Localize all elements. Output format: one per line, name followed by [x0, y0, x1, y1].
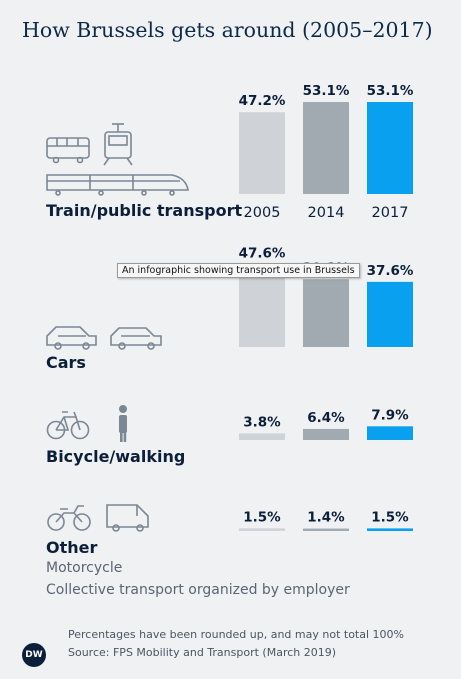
bar-2-2014: [303, 428, 349, 440]
tram-icon: [103, 123, 133, 166]
other-sub-collective: Collective transport organized by employ…: [46, 582, 350, 598]
bar-1-2014: [303, 279, 349, 347]
bar-3-2017: [367, 528, 413, 531]
value-label-2-2014: 6.4%: [307, 410, 345, 426]
value-label-3-2017: 1.5%: [371, 509, 409, 525]
year-label-2005: 2005: [244, 205, 281, 221]
value-label-2-2005: 3.8%: [243, 414, 281, 430]
footnote: Percentages have been rounded up, and ma…: [68, 628, 404, 641]
group-label-train: Train/public transport: [46, 201, 243, 220]
bar-3-2005: [239, 528, 285, 531]
value-label-3-2014: 1.4%: [307, 510, 345, 526]
group-label-other: Other: [46, 538, 98, 557]
chart-title: How Brussels gets around (2005–2017): [22, 18, 433, 42]
value-label-1-2017: 37.6%: [367, 263, 414, 279]
bar-0-2014: [303, 102, 349, 194]
value-label-1-2005: 47.6%: [239, 246, 286, 262]
bicycle-icon: [46, 411, 90, 440]
bar-1-2017: [367, 281, 413, 347]
car-icon: [46, 326, 97, 350]
train-icon: [46, 174, 189, 196]
bar-2-2005: [239, 433, 285, 440]
group-label-cars: Cars: [46, 353, 86, 372]
source: Source: FPS Mobility and Transport (Marc…: [68, 646, 337, 659]
bar-0-2005: [239, 112, 285, 194]
bar-2-2017: [367, 426, 413, 440]
motorcycle-icon: [47, 505, 91, 531]
van-icon: [106, 504, 149, 532]
value-label-0-2005: 47.2%: [239, 93, 286, 109]
car-icon: [110, 327, 162, 350]
year-label-2017: 2017: [372, 205, 409, 221]
bar-0-2017: [367, 102, 413, 194]
bar-1-2005: [239, 264, 285, 347]
value-label-3-2005: 1.5%: [243, 509, 281, 525]
group-label-bicycle: Bicycle/walking: [46, 447, 186, 466]
other-sub-motorcycle: Motorcycle: [46, 560, 123, 576]
bus-icon: [46, 137, 90, 164]
value-label-0-2017: 53.1%: [367, 83, 414, 99]
value-label-2-2017: 7.9%: [371, 407, 409, 423]
bar-3-2014: [303, 528, 349, 531]
value-label-0-2014: 53.1%: [303, 83, 350, 99]
dw-logo: DW: [22, 643, 46, 667]
tooltip: An infographic showing transport use in …: [117, 263, 360, 278]
pedestrian-icon: [119, 405, 127, 442]
year-label-2014: 2014: [308, 205, 345, 221]
